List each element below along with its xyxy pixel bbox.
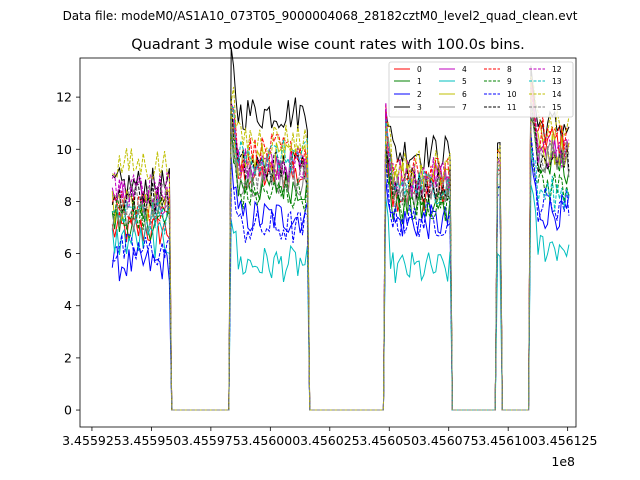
legend-label-3: 3: [417, 103, 422, 112]
legend-frame: [388, 61, 574, 118]
axes-frame: [79, 57, 577, 428]
chart-title: Quadrant 3 module wise count rates with …: [131, 37, 525, 53]
series-line-15: [112, 102, 570, 411]
x-tick-label: 3.456125: [538, 433, 598, 448]
y-tick-label: 0: [64, 403, 72, 418]
x-tick-label: 3.456025: [300, 433, 360, 448]
legend-label-7: 7: [462, 103, 467, 112]
legend-label-4: 4: [462, 65, 467, 74]
x-tick-label: 3.456100: [478, 433, 538, 448]
y-tick-label: 2: [64, 350, 72, 365]
y-tick-label: 10: [56, 142, 72, 157]
legend-label-11: 11: [507, 103, 517, 112]
y-tick-label: 6: [64, 246, 72, 261]
legend-label-13: 13: [552, 77, 562, 86]
legend-label-14: 14: [552, 90, 562, 99]
y-axis: 0 2 4 6 8 10 12: [56, 90, 80, 418]
x-tick-label: 3.455975: [181, 433, 241, 448]
figure-suptitle: Data file: modeM0/AS1A10_073T05_90000040…: [63, 9, 578, 23]
x-tick-label: 3.455950: [122, 433, 182, 448]
x-tick-label: 3.456075: [419, 433, 479, 448]
plot-area: 3.455925 3.455950 3.455975 3.456000 3.456025…: [56, 47, 597, 469]
x-tick-label: 3.455925: [62, 433, 122, 448]
y-tick-label: 8: [64, 194, 72, 209]
legend-label-2: 2: [417, 90, 422, 99]
x-tick-label: 3.456000: [241, 433, 301, 448]
legend-label-6: 6: [462, 90, 467, 99]
plot-background: [80, 58, 576, 427]
legend-label-0: 0: [417, 65, 422, 74]
y-tick-label: 4: [64, 298, 72, 313]
x-axis: 3.455925 3.455950 3.455975 3.456000 3.456025…: [62, 427, 597, 448]
series-layer: [111, 47, 570, 411]
x-offset-label: 1e8: [551, 454, 575, 469]
x-tick-label: 3.456050: [359, 433, 419, 448]
legend-label-8: 8: [507, 65, 512, 74]
legend-label-10: 10: [507, 90, 517, 99]
legend-label-5: 5: [462, 77, 467, 86]
legend-label-15: 15: [552, 103, 562, 112]
y-tick-label: 12: [56, 90, 72, 105]
legend-label-12: 12: [552, 65, 562, 74]
legend-label-1: 1: [417, 77, 422, 86]
legend-label-9: 9: [507, 77, 512, 86]
